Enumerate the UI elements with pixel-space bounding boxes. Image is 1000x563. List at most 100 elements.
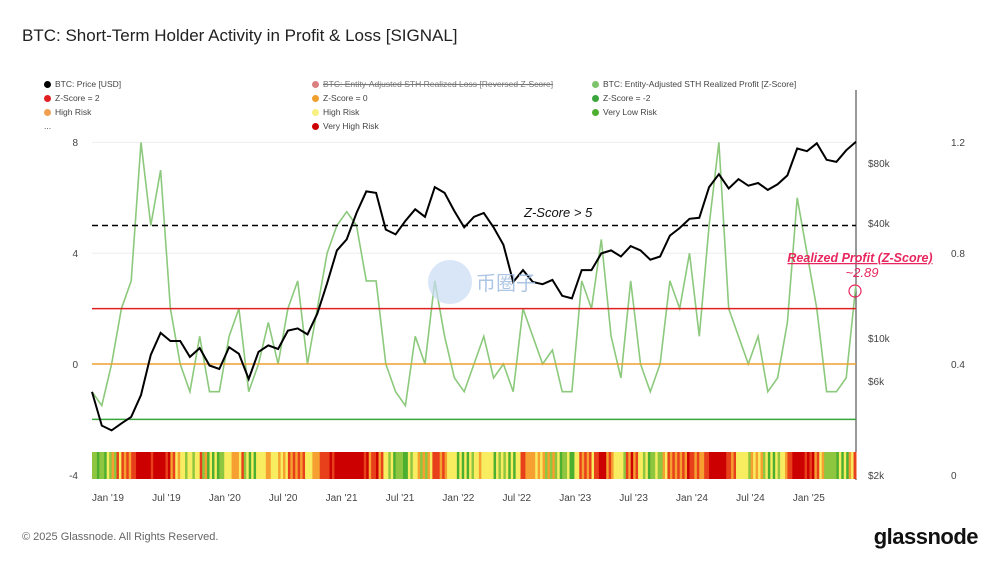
x-tick: Jan '19: [92, 493, 124, 504]
risk-strip-segment: [224, 452, 228, 479]
risk-strip-segment: [699, 452, 703, 479]
risk-strip-segment: [716, 452, 720, 479]
legend-item[interactable]: Very High Risk: [312, 121, 379, 131]
risk-strip-segment: [368, 452, 372, 479]
risk-strip-segment: [483, 452, 487, 479]
risk-strip-segment: [623, 452, 627, 479]
risk-strip-segment: [530, 452, 534, 479]
legend-dot-icon: [312, 80, 319, 88]
legend-dot-icon: [592, 80, 599, 88]
risk-strip-segment: [527, 452, 531, 479]
risk-strip-segment: [772, 452, 776, 479]
risk-strip-segment: [797, 452, 801, 479]
risk-strip-segment: [439, 452, 443, 479]
risk-strip-segment: [589, 452, 593, 479]
risk-strip-segment: [745, 452, 749, 479]
risk-strip-segment: [143, 452, 147, 479]
risk-strip-segment: [300, 452, 304, 479]
risk-strip-segment: [199, 452, 203, 479]
risk-strip-segment: [665, 452, 668, 479]
risk-strip-segment: [701, 452, 705, 479]
risk-strip-segment: [616, 452, 619, 479]
risk-strip-segment: [415, 452, 419, 479]
risk-strip-segment: [432, 452, 436, 479]
x-tick: Jan '22: [442, 493, 474, 504]
risk-strip-segment: [522, 452, 526, 479]
risk-strip-segment: [574, 452, 578, 479]
risk-strip-segment: [481, 452, 485, 479]
risk-strip-segment: [140, 452, 144, 479]
legend-dot-icon: [312, 122, 319, 130]
risk-strip-segment: [753, 452, 757, 479]
risk-strip-segment: [581, 452, 585, 479]
risk-strip-segment: [826, 452, 830, 479]
risk-strip-segment: [221, 452, 225, 479]
risk-strip-segment: [478, 452, 482, 479]
legend-item[interactable]: High Risk: [312, 107, 359, 117]
legend-item[interactable]: Very Low Risk: [592, 107, 657, 117]
risk-strip-segment: [520, 452, 524, 479]
risk-strip-segment: [185, 452, 188, 479]
risk-strip-segment: [799, 452, 803, 479]
risk-strip-segment: [691, 452, 695, 479]
legend-item[interactable]: Z-Score = 0: [312, 93, 368, 103]
risk-strip-segment: [280, 452, 284, 479]
risk-strip-segment: [713, 452, 717, 479]
x-tick: Jan '25: [793, 493, 825, 504]
risk-strip-segment: [204, 452, 208, 479]
legend-label: Z-Score = 2: [55, 93, 100, 103]
risk-strip-segment: [469, 452, 473, 479]
risk-strip-segment: [547, 452, 551, 479]
risk-strip-segment: [106, 452, 110, 479]
risk-strip-segment: [402, 452, 406, 479]
risk-strip-segment: [243, 452, 247, 479]
x-tick: Jul '20: [269, 493, 298, 504]
legend-item[interactable]: Z-Score = -2: [592, 93, 650, 103]
risk-strip-segment: [116, 452, 120, 479]
risk-strip-segment: [461, 452, 465, 479]
risk-strip-segment: [160, 452, 164, 479]
risk-strip-segment: [657, 452, 661, 479]
risk-strip-segment: [331, 452, 335, 479]
x-tick: Jul '23: [619, 493, 648, 504]
legend-dot-icon: [312, 94, 319, 102]
risk-strip-segment: [559, 452, 563, 479]
legend-item[interactable]: High Risk: [44, 107, 91, 117]
risk-strip-segment: [829, 452, 833, 479]
risk-strip-segment: [307, 452, 311, 479]
legend-item[interactable]: BTC: Entity-Adjusted STH Realized Loss […: [312, 79, 553, 89]
legend-item[interactable]: BTC: Entity-Adjusted STH Realized Profit…: [592, 79, 796, 89]
risk-strip-segment: [405, 452, 409, 479]
risk-strip-segment: [569, 452, 573, 479]
risk-strip-segment: [248, 452, 252, 479]
risk-strip-segment: [349, 452, 353, 479]
x-tick: Jan '24: [676, 493, 708, 504]
risk-strip-segment: [442, 452, 446, 479]
risk-strip-segment: [816, 452, 820, 479]
risk-strip-segment: [515, 452, 519, 479]
risk-strip-segment: [383, 452, 387, 479]
legend-item[interactable]: ...: [44, 121, 51, 131]
risk-strip-segment: [158, 452, 162, 479]
risk-strip-segment: [283, 452, 286, 479]
legend-label: Z-Score = 0: [323, 93, 368, 103]
risk-strip-segment: [486, 452, 490, 479]
legend-item[interactable]: Z-Score = 2: [44, 93, 100, 103]
risk-strip-segment: [268, 452, 272, 479]
risk-strip-segment: [491, 452, 495, 479]
risk-strip-segment: [642, 452, 646, 479]
risk-strip-segment: [238, 452, 242, 479]
risk-strip-segment: [175, 452, 179, 479]
risk-strip-segment: [836, 452, 840, 479]
risk-strip-segment: [620, 452, 624, 479]
legend-item[interactable]: BTC: Price [USD]: [44, 79, 121, 89]
risk-strip-segment: [366, 452, 370, 479]
risk-strip-segment: [728, 452, 732, 479]
legend-label: BTC: Entity-Adjusted STH Realized Profit…: [603, 79, 797, 89]
risk-strip-segment: [628, 452, 632, 479]
x-tick: Jan '23: [559, 493, 591, 504]
risk-strip-segment: [611, 452, 615, 479]
risk-strip-segment: [422, 452, 426, 479]
risk-strip-segment: [241, 452, 245, 479]
risk-strip-segment: [292, 452, 296, 479]
